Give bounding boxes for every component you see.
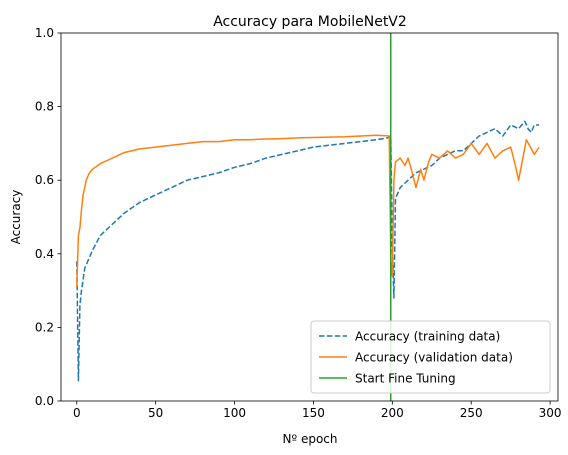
legend: Accuracy (training data) Accuracy (valida… <box>311 321 550 393</box>
x-axis-label: Nº epoch <box>283 432 338 446</box>
legend-label: Accuracy (training data) <box>355 330 500 344</box>
x-tick-label: 200 <box>381 406 404 420</box>
x-tick-label: 50 <box>148 406 163 420</box>
legend-label: Start Fine Tuning <box>355 372 456 386</box>
y-tick-label: 0.8 <box>35 100 54 114</box>
y-tick-label: 0.6 <box>35 173 54 187</box>
x-tick-label: 300 <box>539 406 562 420</box>
y-tick-label: 0.2 <box>35 320 54 334</box>
y-tick-label: 0.0 <box>35 394 54 408</box>
x-tick-label: 100 <box>223 406 246 420</box>
chart-title: Accuracy para MobileNetV2 <box>213 14 407 30</box>
legend-label: Accuracy (validation data) <box>355 351 513 365</box>
x-tick-label: 150 <box>302 406 325 420</box>
x-tick-label: 0 <box>73 406 81 420</box>
y-axis-label: Accuracy <box>9 190 23 245</box>
y-tick-label: 1.0 <box>35 26 54 40</box>
series-line-2 <box>77 135 539 287</box>
x-tick-label: 250 <box>460 406 483 420</box>
y-tick-label: 0.4 <box>35 247 54 261</box>
